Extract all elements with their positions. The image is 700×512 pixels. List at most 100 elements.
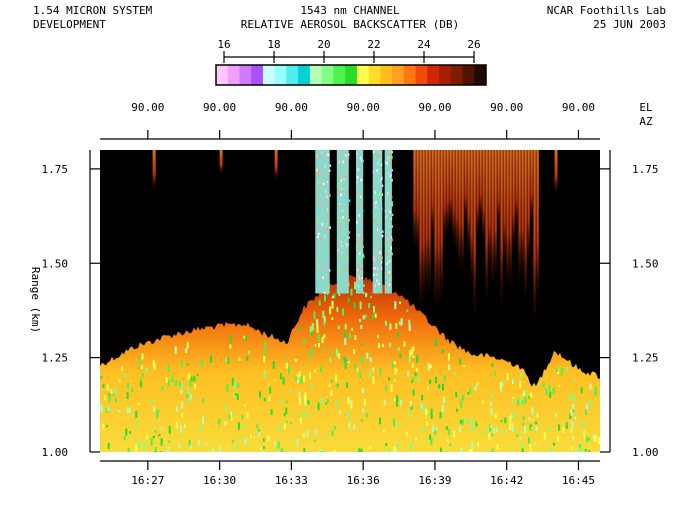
colorbar-tick-label: 26 <box>467 38 480 51</box>
speckle <box>280 448 283 452</box>
plume-speckle <box>361 185 363 189</box>
speckle <box>584 448 587 452</box>
plume-speckle <box>322 182 325 186</box>
speckle <box>345 358 348 362</box>
plume-speckle <box>361 237 364 241</box>
speckle <box>331 317 334 320</box>
speckle <box>430 436 433 445</box>
speckle <box>581 421 584 428</box>
speckle <box>430 413 433 419</box>
speckle <box>443 396 445 404</box>
speckle <box>104 395 107 401</box>
speckle <box>353 424 356 430</box>
plume-speckle <box>379 222 381 225</box>
speckle <box>236 394 239 400</box>
speckle <box>573 395 576 402</box>
speckle <box>233 382 236 389</box>
plume-speckle <box>388 270 391 274</box>
plume-column <box>372 150 383 294</box>
header-right-line2: 25 JUN 2003 <box>593 18 666 31</box>
speckle <box>200 359 203 367</box>
speckle <box>566 366 569 372</box>
speckle <box>286 420 288 423</box>
speckle <box>321 336 324 344</box>
plume-speckle <box>377 238 380 242</box>
speckle <box>311 348 314 353</box>
range-axis-right-label: 1.25 <box>632 352 659 365</box>
speckle <box>360 356 363 364</box>
speckle <box>337 325 340 329</box>
speckle <box>494 371 496 376</box>
speckle <box>369 370 372 378</box>
speckle <box>441 348 444 354</box>
speckle <box>354 335 357 340</box>
speckle <box>586 436 589 442</box>
top-axis-label: 90.00 <box>490 101 523 114</box>
speckle <box>421 394 424 401</box>
speckle <box>319 397 322 405</box>
speckle <box>349 400 352 406</box>
colorbar-swatch <box>298 65 311 85</box>
speckle <box>243 404 246 407</box>
speckle <box>365 292 368 298</box>
speckle <box>360 419 363 423</box>
speckle <box>320 366 322 373</box>
speckle <box>229 344 232 349</box>
speckle <box>288 366 290 375</box>
plume-speckle <box>338 216 340 219</box>
speckle <box>398 321 401 325</box>
speckle <box>275 446 278 452</box>
plume-speckle <box>381 177 383 180</box>
speckle <box>181 360 183 366</box>
cloud-streak <box>503 150 506 269</box>
plume-speckle <box>356 176 359 179</box>
plume-speckle <box>387 171 390 175</box>
speckle <box>534 442 537 445</box>
speckle <box>434 427 437 432</box>
colorbar-swatch <box>415 65 428 85</box>
time-axis-label: 16:33 <box>275 474 308 487</box>
plume-speckle <box>348 236 350 239</box>
plume-speckle <box>379 251 382 254</box>
speckle <box>514 428 516 431</box>
plume-speckle <box>378 247 380 250</box>
speckle <box>463 365 466 368</box>
speckle <box>490 433 493 437</box>
plume-speckle <box>346 190 348 193</box>
plume-speckle <box>322 276 324 279</box>
plume-speckle <box>381 234 384 238</box>
speckle <box>597 437 600 445</box>
plume-speckle <box>357 168 360 171</box>
speckle <box>460 448 463 452</box>
speckle <box>519 373 522 378</box>
speckle <box>411 379 414 384</box>
plume-speckle <box>356 272 358 276</box>
speckle <box>489 424 492 432</box>
plume-speckle <box>385 159 387 163</box>
plume-speckle <box>324 189 327 193</box>
speckle <box>178 443 181 448</box>
speckle <box>141 353 144 360</box>
plume-speckle <box>390 248 393 251</box>
plume-speckle <box>391 203 394 207</box>
plume-speckle <box>339 154 342 158</box>
speckle <box>304 392 307 401</box>
plume-speckle <box>387 160 389 163</box>
speckle <box>426 386 429 390</box>
colorbar-swatch <box>345 65 358 85</box>
plume-speckle <box>345 154 347 157</box>
speckle <box>167 379 170 387</box>
speckle <box>303 448 306 452</box>
speckle <box>585 404 588 410</box>
speckle <box>528 416 531 420</box>
speckle <box>460 400 463 408</box>
speckle <box>259 391 261 398</box>
plume-speckle <box>384 271 387 275</box>
plume-speckle <box>348 199 351 202</box>
speckle <box>560 367 563 375</box>
plume-speckle <box>391 213 394 217</box>
plume-speckle <box>387 192 389 195</box>
speckle <box>471 450 474 452</box>
speckle <box>285 400 288 403</box>
plume-speckle <box>373 199 375 203</box>
